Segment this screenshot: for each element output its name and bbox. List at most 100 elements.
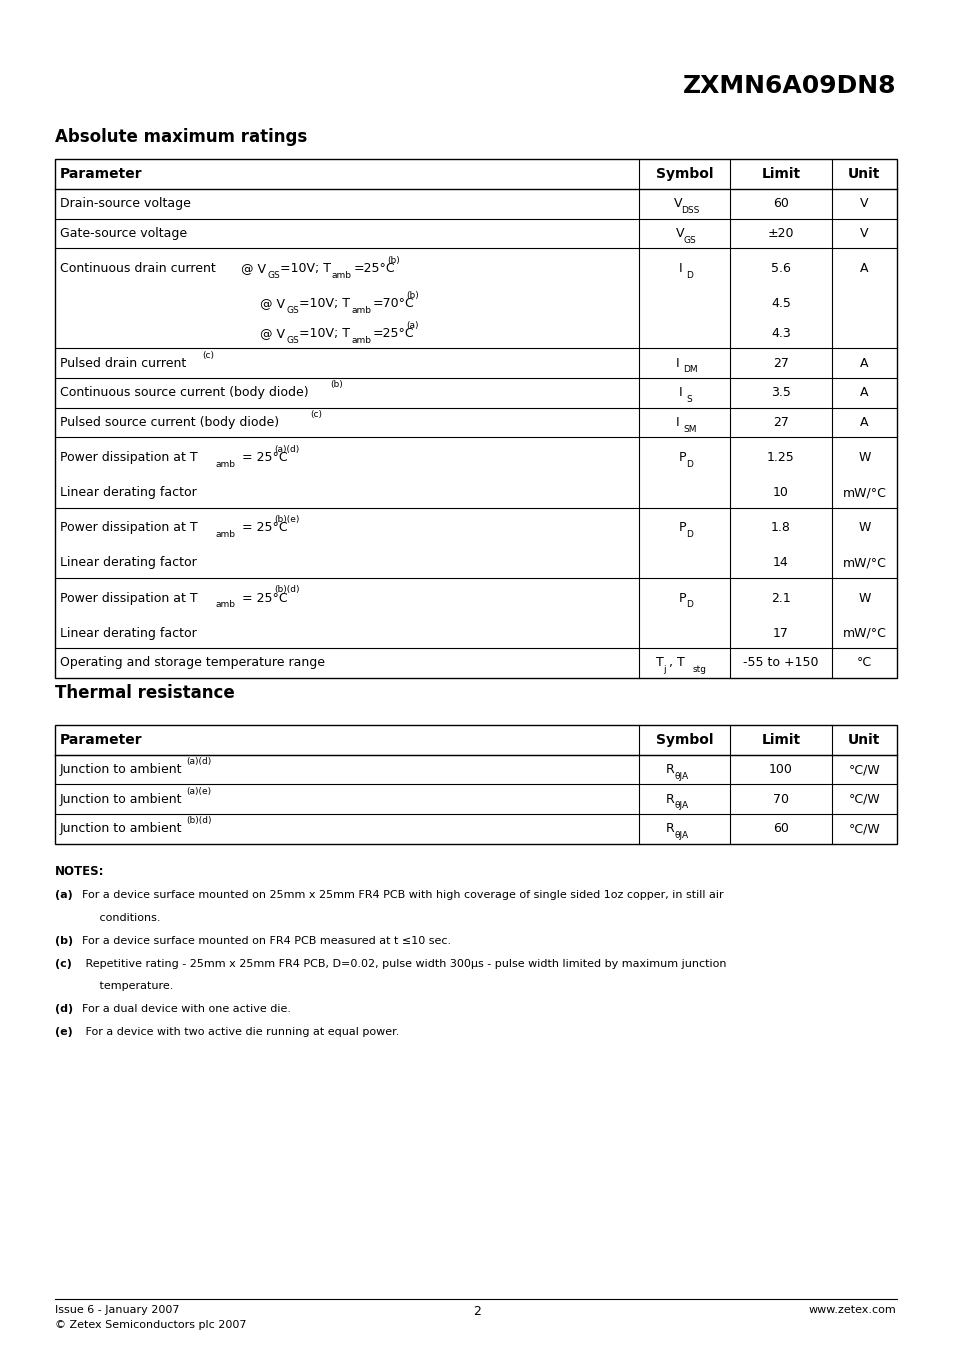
Text: -55 to +150: -55 to +150 — [742, 656, 818, 670]
Text: (e): (e) — [55, 1027, 73, 1037]
Text: GS: GS — [267, 271, 279, 279]
Text: DSS: DSS — [680, 207, 699, 215]
Text: ±20: ±20 — [767, 227, 793, 240]
Text: V: V — [860, 197, 867, 211]
Text: (a)(e): (a)(e) — [186, 787, 211, 795]
Text: θJA: θJA — [673, 772, 687, 780]
Text: Power dissipation at T: Power dissipation at T — [60, 591, 197, 605]
Text: @ V: @ V — [260, 327, 285, 340]
Text: Unit: Unit — [847, 733, 880, 747]
Text: NOTES:: NOTES: — [55, 865, 105, 879]
Text: 1.25: 1.25 — [766, 451, 794, 464]
Text: Pulsed drain current: Pulsed drain current — [60, 356, 186, 370]
Text: =10V; T: =10V; T — [298, 297, 349, 310]
Text: conditions.: conditions. — [82, 913, 160, 922]
Text: θJA: θJA — [673, 802, 687, 810]
Text: R: R — [665, 763, 674, 776]
Text: θJA: θJA — [673, 832, 687, 840]
Text: D: D — [685, 271, 692, 279]
Text: 60: 60 — [772, 822, 788, 836]
Text: GS: GS — [286, 336, 298, 344]
Text: 2.1: 2.1 — [770, 591, 790, 605]
Text: mW/°C: mW/°C — [841, 626, 885, 640]
Text: For a device surface mounted on 25mm x 25mm FR4 PCB with high coverage of single: For a device surface mounted on 25mm x 2… — [82, 890, 723, 899]
Text: stg: stg — [692, 666, 705, 674]
Text: =10V; T: =10V; T — [298, 327, 349, 340]
Text: R: R — [665, 792, 674, 806]
Text: 4.3: 4.3 — [770, 327, 790, 340]
Text: V: V — [673, 197, 681, 211]
Text: Linear derating factor: Linear derating factor — [60, 626, 196, 640]
Text: @ V: @ V — [241, 262, 266, 275]
Text: Continuous drain current: Continuous drain current — [60, 262, 215, 275]
Text: (c): (c) — [55, 958, 72, 968]
Text: °C/W: °C/W — [847, 792, 880, 806]
Text: Symbol: Symbol — [655, 733, 713, 747]
Text: amb: amb — [215, 460, 235, 468]
Text: (b): (b) — [387, 256, 399, 265]
Text: Limit: Limit — [760, 733, 800, 747]
Text: SM: SM — [682, 425, 697, 433]
Text: =25°C: =25°C — [354, 262, 395, 275]
Text: Thermal resistance: Thermal resistance — [55, 684, 234, 702]
Text: =10V; T: =10V; T — [279, 262, 330, 275]
Text: Repetitive rating - 25mm x 25mm FR4 PCB, D=0.02, pulse width 300μs - pulse width: Repetitive rating - 25mm x 25mm FR4 PCB,… — [82, 958, 726, 968]
Text: Continuous source current (body diode): Continuous source current (body diode) — [60, 386, 309, 400]
Bar — [55, 159, 896, 678]
Text: (c): (c) — [310, 410, 322, 418]
Text: (a): (a) — [55, 890, 73, 899]
Text: Pulsed source current (body diode): Pulsed source current (body diode) — [60, 416, 279, 429]
Text: 70: 70 — [772, 792, 788, 806]
Text: V: V — [675, 227, 683, 240]
Text: For a device with two active die running at equal power.: For a device with two active die running… — [82, 1027, 399, 1037]
Bar — [55, 725, 896, 844]
Text: (b): (b) — [406, 292, 418, 300]
Text: A: A — [860, 356, 867, 370]
Text: I: I — [678, 386, 681, 400]
Text: Linear derating factor: Linear derating factor — [60, 556, 196, 570]
Text: (b)(d): (b)(d) — [274, 586, 299, 594]
Text: amb: amb — [332, 271, 352, 279]
Text: (c): (c) — [202, 351, 214, 359]
Text: Gate-source voltage: Gate-source voltage — [60, 227, 187, 240]
Text: W: W — [858, 521, 869, 535]
Text: 17: 17 — [772, 626, 788, 640]
Text: Junction to ambient: Junction to ambient — [60, 763, 182, 776]
Text: Junction to ambient: Junction to ambient — [60, 792, 182, 806]
Text: mW/°C: mW/°C — [841, 556, 885, 570]
Text: W: W — [858, 591, 869, 605]
Text: Parameter: Parameter — [60, 167, 143, 181]
Text: A: A — [860, 386, 867, 400]
Text: ZXMN6A09DN8: ZXMN6A09DN8 — [682, 74, 896, 99]
Text: Drain-source voltage: Drain-source voltage — [60, 197, 191, 211]
Text: 2: 2 — [473, 1305, 480, 1319]
Text: D: D — [685, 601, 692, 609]
Text: Power dissipation at T: Power dissipation at T — [60, 521, 197, 535]
Text: Power dissipation at T: Power dissipation at T — [60, 451, 197, 464]
Text: mW/°C: mW/°C — [841, 486, 885, 500]
Text: Issue 6 - January 2007: Issue 6 - January 2007 — [55, 1305, 180, 1315]
Text: For a dual device with one active die.: For a dual device with one active die. — [82, 1004, 291, 1014]
Text: (b): (b) — [55, 936, 73, 945]
Text: (d): (d) — [55, 1004, 73, 1014]
Text: 100: 100 — [768, 763, 792, 776]
Text: A: A — [860, 416, 867, 429]
Text: Parameter: Parameter — [60, 733, 143, 747]
Text: R: R — [665, 822, 674, 836]
Text: (a): (a) — [406, 321, 418, 329]
Text: 10: 10 — [772, 486, 788, 500]
Text: A: A — [860, 262, 867, 275]
Text: (b)(e): (b)(e) — [274, 516, 299, 524]
Text: °C/W: °C/W — [847, 822, 880, 836]
Text: temperature.: temperature. — [82, 981, 173, 991]
Text: Junction to ambient: Junction to ambient — [60, 822, 182, 836]
Text: 27: 27 — [772, 356, 788, 370]
Text: =70°C: =70°C — [373, 297, 415, 310]
Text: =25°C: =25°C — [373, 327, 415, 340]
Text: GS: GS — [682, 236, 696, 244]
Text: 14: 14 — [772, 556, 788, 570]
Text: D: D — [685, 460, 692, 468]
Text: Unit: Unit — [847, 167, 880, 181]
Text: 60: 60 — [772, 197, 788, 211]
Text: 5.6: 5.6 — [770, 262, 790, 275]
